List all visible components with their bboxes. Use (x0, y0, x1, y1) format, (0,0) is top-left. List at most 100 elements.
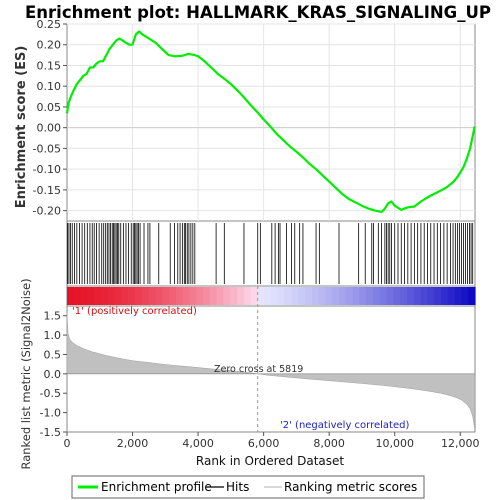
rank-bar-segment (175, 287, 184, 305)
negative-correlation-label: '2' (negatively correlated) (280, 420, 409, 431)
rank-bar-segment (237, 287, 245, 305)
rank-bar-segment (250, 287, 258, 305)
rank-bar-segment (80, 287, 88, 305)
rank-bar-segment (386, 287, 394, 305)
rank-bar-segment (141, 287, 150, 305)
legend-label-ranking: Ranking metric scores (284, 480, 417, 494)
zero-cross-label: Zero cross at 5819 (214, 364, 303, 375)
rank-bar-segment (373, 287, 381, 305)
metric-y-tick-label: 1.0 (44, 329, 62, 342)
rank-bar-segment (169, 287, 177, 305)
rank-bar-segment (284, 287, 292, 305)
es-y-tick-label: 0.20 (37, 39, 62, 52)
metric-y-tick-label: 0.5 (44, 348, 62, 361)
rank-bar-segment (257, 287, 265, 305)
rank-bar-segment (196, 287, 204, 305)
rank-bar-segment (461, 287, 469, 305)
x-tick-label: 2,000 (117, 437, 149, 450)
positive-correlation-label: '1' (positively correlated) (72, 306, 197, 317)
rank-bar-segment (379, 287, 388, 305)
es-y-tick-label: -0.10 (33, 163, 61, 176)
es-y-tick-label: -0.05 (33, 142, 61, 155)
x-tick-label: 0 (64, 437, 71, 450)
rank-bar-segment (135, 287, 143, 305)
rank-bar-segment (352, 287, 360, 305)
x-tick-label: 10,000 (375, 437, 414, 450)
es-y-tick-label: -0.15 (33, 184, 61, 197)
rank-bar-segment (325, 287, 333, 305)
es-y-tick-label: 0.00 (37, 122, 62, 135)
rank-bar-segment (305, 287, 313, 305)
rank-bar-segment (359, 287, 367, 305)
legend-label-hits: Hits (226, 480, 249, 494)
hits-panel (66, 220, 476, 287)
rank-bar-segment (182, 287, 190, 305)
rank-bar-segment (223, 287, 231, 305)
rank-bar-segment (209, 287, 218, 305)
rank-bar-segment (216, 287, 224, 305)
rank-bar-segment (67, 287, 75, 305)
rank-bar-segment (345, 287, 354, 305)
rank-bar-segment (189, 287, 197, 305)
rank-bar-segment (291, 287, 299, 305)
rank-bar-segment (393, 287, 401, 305)
x-tick-label: 4,000 (182, 437, 214, 450)
rank-bar-segment (87, 287, 95, 305)
x-tick-label: 8,000 (313, 437, 345, 450)
legend: Enrichment profile Hits Ranking metric s… (71, 475, 425, 499)
metric-y-tick-label: -1.5 (40, 426, 61, 439)
rank-bar-segment (155, 287, 163, 305)
rank-bar-segment (413, 287, 422, 305)
es-axis-label: Enrichment score (ES) (14, 46, 29, 209)
rank-bar-segment (434, 287, 442, 305)
rank-bar-segment (121, 287, 129, 305)
x-axis-label: Rank in Ordered Dataset (196, 454, 344, 468)
rank-bar-segment (243, 287, 252, 305)
es-y-tick-label: 0.10 (37, 80, 62, 93)
rank-bar-segment (311, 287, 320, 305)
rank-bar-segment (101, 287, 109, 305)
rank-bar-segment (230, 287, 238, 305)
es-y-tick-label: 0.05 (37, 101, 62, 114)
rank-bar-segment (454, 287, 462, 305)
metric-axis-label: Ranked list metric (Signal2Noise) (19, 278, 33, 469)
rank-bar-segment (277, 287, 286, 305)
rank-bar-segment (128, 287, 136, 305)
rank-bar-segment (114, 287, 122, 305)
legend-box (71, 475, 425, 499)
rank-bar-segment (271, 287, 279, 305)
rank-bar-segment (203, 287, 211, 305)
rank-bar-segment (366, 287, 374, 305)
rank-bar-segment (468, 287, 476, 305)
metric-y-tick-label: 1.5 (44, 310, 62, 323)
es-y-tick-label: -0.20 (33, 205, 61, 218)
rank-bar-segment (441, 287, 449, 305)
rank-bar-segment (148, 287, 156, 305)
es-y-tick-label: 0.15 (37, 59, 62, 72)
legend-label-enrichment: Enrichment profile (101, 480, 212, 494)
rank-bar-segment (407, 287, 415, 305)
es-y-tick-label: 0.25 (37, 18, 62, 31)
rank-bar-segment (427, 287, 435, 305)
x-tick-label: 12,000 (441, 437, 480, 450)
rank-bar-segment (107, 287, 116, 305)
rank-bar-segment (264, 287, 272, 305)
metric-y-tick-label: 0.0 (44, 368, 62, 381)
rank-bar-segment (94, 287, 102, 305)
rank-bar-segment (73, 287, 82, 305)
rank-bar-segment (318, 287, 326, 305)
rank-bar-segment (162, 287, 170, 305)
rank-bar-segment (298, 287, 306, 305)
rank-bar-segment (400, 287, 408, 305)
es-panel (66, 23, 476, 222)
enrichment-profile-line (65, 30, 476, 213)
rank-bar-segment (332, 287, 340, 305)
rank-bar-segment (420, 287, 428, 305)
x-tick-label: 6,000 (248, 437, 280, 450)
metric-y-tick-label: -1.0 (40, 407, 61, 420)
chart-title: Enrichment plot: HALLMARK_KRAS_SIGNALING… (25, 3, 491, 22)
rank-bar-segment (447, 287, 456, 305)
rank-bar-segment (339, 287, 347, 305)
metric-y-tick-label: -0.5 (40, 387, 61, 400)
